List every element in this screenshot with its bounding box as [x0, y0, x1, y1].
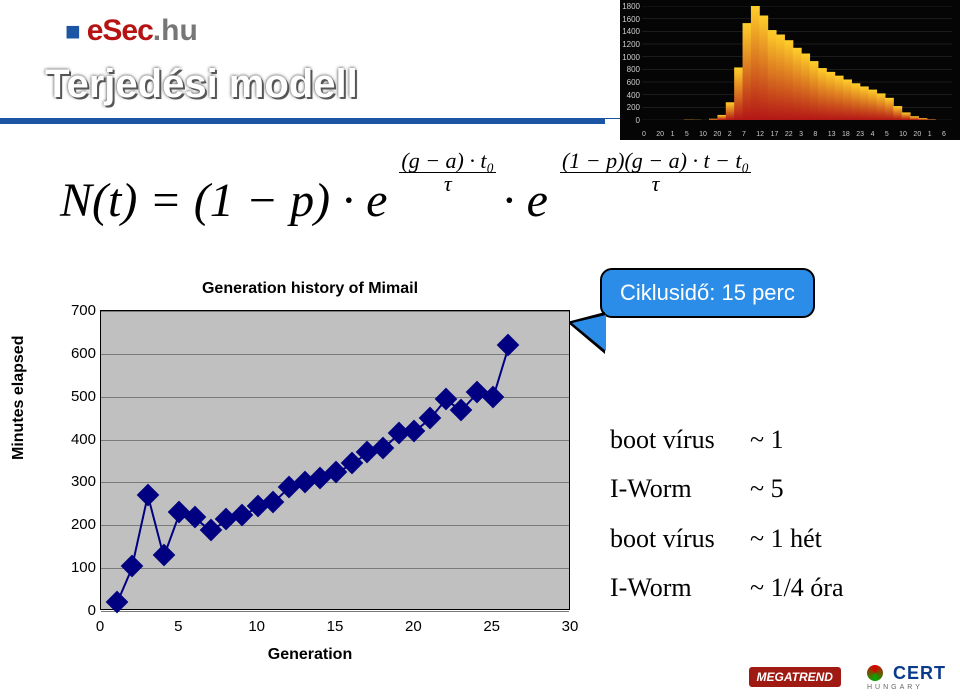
- brand-esec: eSec: [87, 14, 153, 48]
- mini-xlabel: 10: [899, 131, 907, 138]
- mini-xlabel: 0: [642, 131, 646, 138]
- formula-exp2-num: (1 − p)(g − a) · t − t₀: [560, 150, 751, 173]
- side-notes: boot vírus~ 1 I-Worm~ 5 boot vírus~ 1 hé…: [610, 415, 844, 613]
- chart-ylabel: Minutes elapsed: [10, 336, 28, 460]
- mini-xlabel: 1: [928, 131, 932, 138]
- chart-xtick: 25: [482, 618, 502, 635]
- mini-xlabel: 22: [785, 131, 793, 138]
- accent-line: [0, 118, 605, 124]
- generation-chart: Generation history of Mimail Minutes ela…: [30, 280, 590, 660]
- mini-ylabel: 400: [622, 91, 640, 100]
- mini-xlabel: 20: [656, 131, 664, 138]
- chart-xtick: 0: [90, 618, 110, 635]
- mini-xlabel: 20: [713, 131, 721, 138]
- brand-dot: .: [153, 14, 161, 48]
- chart-point: [121, 555, 144, 578]
- mini-xlabel: 6: [942, 131, 946, 138]
- mini-xlabel: 4: [871, 131, 875, 138]
- logo-megatrend: MEGATREND: [749, 667, 841, 687]
- chart-ytick: 200: [70, 516, 96, 533]
- chart-xtick: 10: [247, 618, 267, 635]
- chart-ytick: 100: [70, 559, 96, 576]
- mini-activity-chart: 1800 1600 1400 1200 1000 800 600 400 200 0 0 20 1 5 1…: [620, 0, 960, 140]
- chart-xlabel: Generation: [268, 646, 352, 664]
- chart-point: [137, 484, 160, 507]
- mini-ylabel: 1000: [622, 53, 640, 62]
- side-val-2: ~ 1 hét: [750, 514, 822, 563]
- mini-xlabel: 17: [771, 131, 779, 138]
- mini-ylabel: 1400: [622, 27, 640, 36]
- mini-xlabel: 5: [685, 131, 689, 138]
- logo-cert: CERT HUNGARY: [867, 663, 946, 691]
- chart-point: [152, 544, 175, 567]
- mini-xlabel: 2: [728, 131, 732, 138]
- side-val-3: ~ 1/4 óra: [750, 563, 844, 612]
- formula-exp1-num: (g − a) · t₀: [399, 150, 496, 173]
- chart-ytick: 700: [70, 302, 96, 319]
- mini-xlabel: 7: [742, 131, 746, 138]
- mini-xlabel: 1: [671, 131, 675, 138]
- mini-ylabel: 200: [622, 103, 640, 112]
- chart-ytick: 0: [70, 602, 96, 619]
- formula: N(t) = (1 − p) · e (g − a) · t₀ τ · e (1…: [60, 150, 751, 228]
- chart-ytick: 500: [70, 388, 96, 405]
- mini-xlabel: 3: [799, 131, 803, 138]
- side-label-2: boot vírus: [610, 514, 750, 563]
- logo-cert-sub: HUNGARY: [867, 684, 946, 691]
- mini-xlabel: 20: [913, 131, 921, 138]
- mini-ylabel: 0: [622, 116, 640, 125]
- formula-exp1-den: τ: [399, 173, 496, 195]
- side-label-0: boot vírus: [610, 415, 750, 464]
- mini-ylabel: 1800: [622, 2, 640, 11]
- side-label-1: I-Worm: [610, 464, 750, 513]
- mini-xlabel: 12: [756, 131, 764, 138]
- mini-xlabel: 8: [813, 131, 817, 138]
- mini-xlabel: 10: [699, 131, 707, 138]
- chart-ytick: 400: [70, 431, 96, 448]
- footer-logos: MEGATREND CERT HUNGARY: [749, 663, 946, 691]
- logo-cert-text: CERT: [893, 663, 946, 683]
- cycle-time-callout: Ciklusidő: 15 perc: [600, 268, 815, 318]
- side-val-1: ~ 5: [750, 464, 784, 513]
- mini-ylabel: 800: [622, 65, 640, 74]
- chart-ytick: 600: [70, 345, 96, 362]
- chart-xtick: 15: [325, 618, 345, 635]
- mini-xlabel: 23: [856, 131, 864, 138]
- chart-xtick: 30: [560, 618, 580, 635]
- slide-title: Terjedési modell: [45, 62, 358, 107]
- chart-xtick: 20: [403, 618, 423, 635]
- side-label-3: I-Worm: [610, 563, 750, 612]
- formula-exp2-den: τ: [560, 173, 751, 195]
- mini-xlabel: 5: [885, 131, 889, 138]
- formula-mid: · e: [503, 174, 548, 227]
- chart-ytick: 300: [70, 473, 96, 490]
- mini-ylabel: 1600: [622, 15, 640, 24]
- brand-square-icon: ■: [65, 18, 81, 44]
- mini-chart-grid: [642, 6, 952, 120]
- formula-lhs: N(t) = (1 − p) · e: [60, 174, 387, 227]
- mini-xlabel: 13: [828, 131, 836, 138]
- chart-plot-area: [100, 310, 570, 610]
- chart-title: Generation history of Mimail: [30, 280, 590, 298]
- mini-ylabel: 600: [622, 78, 640, 87]
- side-val-0: ~ 1: [750, 415, 784, 464]
- brand-hu: hu: [161, 14, 198, 48]
- mini-ylabel: 1200: [622, 40, 640, 49]
- chart-xtick: 5: [168, 618, 188, 635]
- brand-logo: ■ eSec . hu: [65, 14, 198, 48]
- mini-xlabel: 18: [842, 131, 850, 138]
